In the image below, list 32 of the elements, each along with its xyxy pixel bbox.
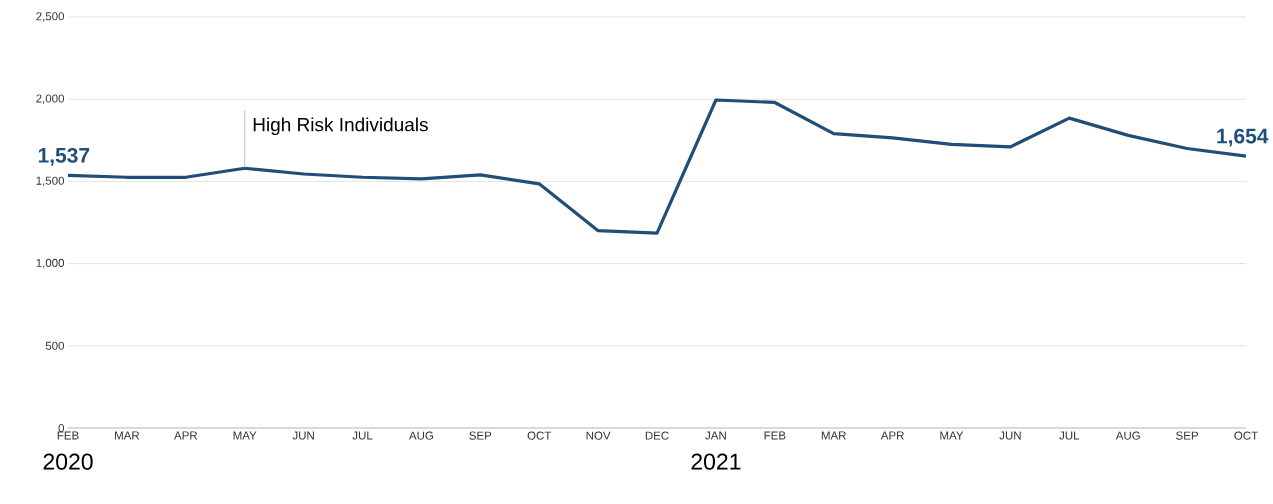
x-tick-label: JAN bbox=[705, 431, 726, 440]
data-label: 1,654 bbox=[1217, 128, 1269, 147]
x-tick-label: SEP bbox=[469, 431, 492, 440]
x-tick-label: FEB bbox=[57, 431, 79, 440]
y-tick-label: 0 bbox=[58, 423, 65, 433]
x-tick-label: JUN bbox=[292, 431, 314, 440]
x-tick-label: MAY bbox=[233, 431, 257, 440]
y-tick-label: 2,500 bbox=[36, 12, 65, 22]
x-tick-label: APR bbox=[880, 431, 904, 440]
y-tick-label: 2,000 bbox=[36, 94, 65, 104]
x-tick-label: MAR bbox=[821, 431, 846, 440]
data-label: 1,537 bbox=[38, 147, 90, 166]
x-tick-label: JUL bbox=[1059, 431, 1080, 440]
x-tick-label: AUG bbox=[1115, 431, 1140, 440]
x-tick-label: FEB bbox=[764, 431, 786, 440]
x-tick-label: NOV bbox=[586, 431, 611, 440]
x-tick-label: MAR bbox=[115, 431, 140, 440]
x-tick-label: JUN bbox=[999, 431, 1021, 440]
y-tick-label: 500 bbox=[45, 341, 65, 350]
text: 2020 bbox=[43, 453, 93, 470]
x-tick-label: APR bbox=[174, 431, 198, 440]
x-tick-label: SEP bbox=[1176, 431, 1198, 440]
y-tick-label: 1,000 bbox=[36, 258, 65, 269]
y-tick-label: 1,500 bbox=[36, 176, 65, 187]
annotation: High Risk Individuals bbox=[253, 117, 428, 136]
x-tick-label: MAY bbox=[940, 431, 964, 440]
x-tick-label: AUG bbox=[408, 431, 434, 440]
x-tick-label: JUL bbox=[352, 431, 373, 440]
text: 2021 bbox=[691, 453, 741, 470]
x-tick-label: OCT bbox=[1234, 431, 1258, 440]
x-tick-label: DEC bbox=[645, 431, 669, 440]
x-tick-label: OCT bbox=[527, 431, 552, 440]
